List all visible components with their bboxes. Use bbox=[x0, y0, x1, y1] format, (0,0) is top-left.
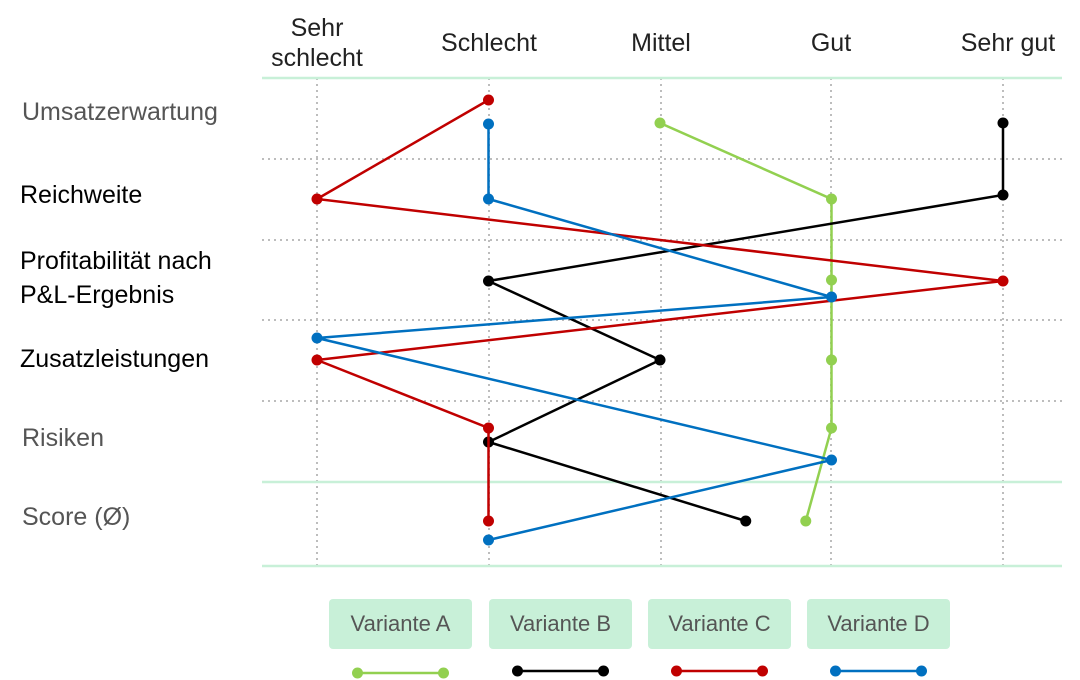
series-point bbox=[483, 94, 494, 106]
row-label: Risiken bbox=[22, 424, 104, 452]
series-point bbox=[483, 515, 494, 527]
series-line bbox=[313, 98, 1004, 521]
grid bbox=[262, 76, 1062, 568]
series-point bbox=[826, 422, 837, 434]
series-point bbox=[800, 515, 812, 527]
legend-item: Variante D bbox=[807, 599, 950, 649]
series-point bbox=[483, 193, 494, 205]
series-line bbox=[484, 123, 1005, 523]
series-point bbox=[311, 193, 323, 205]
legend-swatch-point bbox=[671, 665, 682, 677]
column-label: Sehr gut bbox=[961, 29, 1056, 57]
legend-swatch-point bbox=[830, 665, 841, 677]
series-point bbox=[654, 354, 666, 366]
series-point bbox=[311, 354, 323, 366]
legend-item: Variante B bbox=[489, 599, 632, 649]
series-point bbox=[483, 422, 494, 434]
row-label: Umsatzerwartung bbox=[22, 98, 218, 126]
series-point bbox=[997, 189, 1009, 201]
legend-swatch-point bbox=[598, 665, 609, 677]
series-point bbox=[483, 275, 494, 287]
series-point bbox=[826, 193, 837, 205]
legend-swatches bbox=[352, 665, 927, 679]
series-point bbox=[654, 117, 666, 129]
legend-swatch-point bbox=[512, 665, 523, 677]
series-point bbox=[826, 274, 837, 286]
series-point bbox=[483, 534, 494, 546]
column-label: Gut bbox=[811, 29, 851, 57]
column-label: Mittel bbox=[631, 29, 691, 57]
row-label: Profitabilität nach P&L-Ergebnis bbox=[20, 247, 212, 309]
legend-swatch-point bbox=[438, 667, 449, 679]
column-label: Sehr schlecht bbox=[271, 14, 363, 72]
legend-swatch-point bbox=[916, 665, 927, 677]
series-point bbox=[826, 291, 837, 303]
series-line bbox=[316, 124, 832, 542]
series-point bbox=[311, 332, 323, 344]
series-point bbox=[997, 275, 1009, 287]
column-labels: Sehr schlecht Schlecht Mittel Gut Sehr gut bbox=[271, 14, 1055, 72]
series-lines bbox=[311, 94, 1009, 546]
series-point bbox=[826, 454, 837, 466]
row-label: Zusatzleistungen bbox=[20, 345, 209, 373]
series-point bbox=[483, 118, 494, 130]
legend-item: Variante C bbox=[648, 599, 791, 649]
row-label: Score (Ø) bbox=[22, 503, 130, 531]
column-label: Schlecht bbox=[441, 29, 537, 57]
row-labels: Umsatzerwartung Reichweite Profitabilität … bbox=[20, 98, 218, 531]
series-point bbox=[826, 354, 837, 366]
series-line bbox=[659, 121, 833, 522]
legend-item: Variante A bbox=[329, 599, 472, 649]
series-point bbox=[740, 515, 752, 527]
row-label: Reichweite bbox=[20, 181, 142, 209]
legend-swatch-point bbox=[757, 665, 768, 677]
legend-swatch-point bbox=[352, 667, 363, 679]
series-point bbox=[997, 117, 1009, 129]
